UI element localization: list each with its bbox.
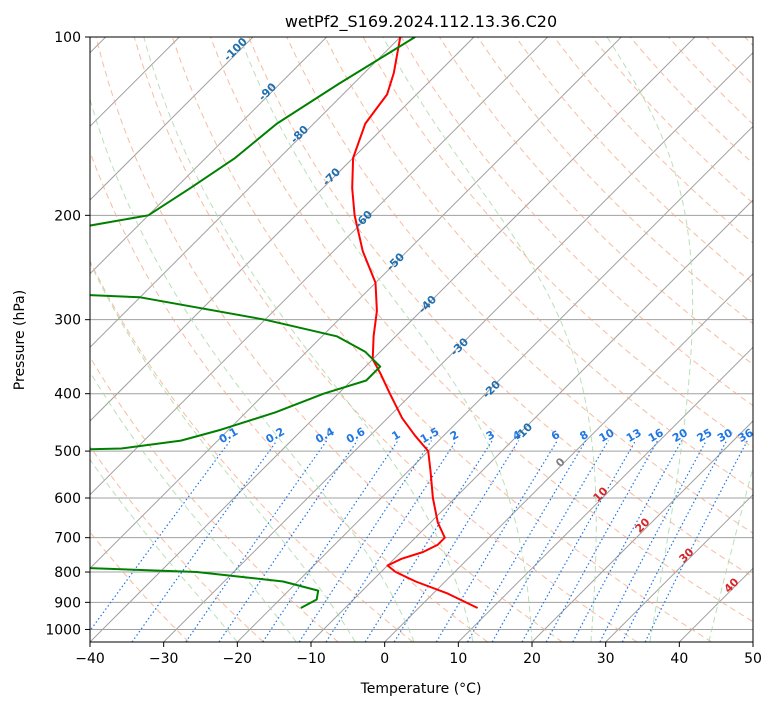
moist-adiabat <box>90 97 415 642</box>
dry-adiabat <box>133 37 638 642</box>
x-tick-label: −30 <box>149 651 179 667</box>
dry-adiabat <box>248 37 753 578</box>
plot-frame <box>89 36 754 643</box>
chart-title: wetPf2_S169.2024.112.13.36.C20 <box>285 12 557 32</box>
mixing-ratio-line <box>262 440 399 642</box>
moist-adiabat <box>90 458 238 642</box>
x-tick-label: −40 <box>75 651 105 667</box>
isotherm-line <box>236 125 753 642</box>
y-tick-label: 800 <box>54 565 81 581</box>
moist-adiabat <box>90 370 297 642</box>
mixing-ratio-line <box>572 440 683 642</box>
y-tick-label: 300 <box>54 313 81 329</box>
x-axis-label: Temperature (°C) <box>360 681 482 697</box>
mixing-ratio-line <box>325 440 457 642</box>
dry-adiabat <box>515 37 753 284</box>
temperature-profile <box>351 37 479 609</box>
y-tick-label: 500 <box>54 444 81 460</box>
isotherm-line <box>531 420 753 642</box>
dry-adiabat <box>95 37 563 642</box>
moist-adiabat <box>708 465 753 642</box>
y-tick-label: 1000 <box>45 622 81 638</box>
mixing-ratio-line <box>521 440 637 642</box>
dry-adiabat <box>90 356 339 642</box>
dry-adiabat <box>210 37 753 623</box>
series-layer <box>90 37 479 609</box>
isotherm-line <box>90 37 475 422</box>
x-tick-label: 40 <box>670 651 688 667</box>
x-tick-label: 50 <box>744 651 762 667</box>
dry-adiabat <box>286 37 753 534</box>
grid-layer <box>90 37 753 642</box>
axes-layer: −40 −30 −20 −10 0 10 20 30 40 50 100 200 300 400 500 60… <box>45 30 762 667</box>
dry-adiabat <box>90 445 264 642</box>
x-tick-label: −20 <box>223 651 253 667</box>
x-tick-label: 0 <box>380 651 389 667</box>
x-tick-label: 10 <box>449 651 467 667</box>
isotherm-line <box>90 37 622 570</box>
y-tick-label: 700 <box>54 531 81 547</box>
moist-adiabat <box>239 37 533 642</box>
isotherm-line <box>90 37 401 349</box>
moist-adiabat <box>90 261 356 642</box>
y-tick-label: 200 <box>54 208 81 224</box>
dry-adiabat <box>324 37 753 491</box>
isotherm-line <box>163 51 753 642</box>
mixing-ratio-line <box>491 440 609 642</box>
mixing-ratio-line <box>393 440 520 642</box>
x-tick-label: 20 <box>523 651 541 667</box>
mixing-ratio-line <box>298 440 432 642</box>
isotherm-line <box>90 37 696 642</box>
dry-adiabat <box>90 259 414 642</box>
y-tick-label: 900 <box>54 595 81 611</box>
mixing-ratio-line <box>644 440 748 642</box>
isotherm-line <box>384 272 753 642</box>
isotherm-line <box>90 37 328 275</box>
y-tick-label: 100 <box>54 30 81 46</box>
y-axis-label: Pressure (hPa) <box>12 290 28 390</box>
y-tick-label: 600 <box>54 491 81 507</box>
mixing-ratio-line <box>185 440 328 642</box>
isotherm-line <box>90 37 254 201</box>
mixing-ratio-line <box>466 440 587 642</box>
isotherm-line <box>457 346 753 642</box>
mixing-ratio-line <box>131 440 278 642</box>
mixing-ratio-line <box>435 440 558 642</box>
mixing-ratio-line <box>364 440 493 642</box>
x-tick-label: 30 <box>597 651 615 667</box>
dry-adiabat <box>171 37 712 642</box>
x-tick-label: −10 <box>296 651 326 667</box>
y-tick-label: 400 <box>54 387 81 403</box>
moist-adiabat <box>382 37 597 642</box>
mixing-ratio-line <box>545 440 659 642</box>
isotherm-line <box>605 493 753 642</box>
mixing-ratio-line <box>90 440 231 632</box>
moist-adiabat <box>606 37 694 642</box>
isotherm-line <box>90 37 549 496</box>
